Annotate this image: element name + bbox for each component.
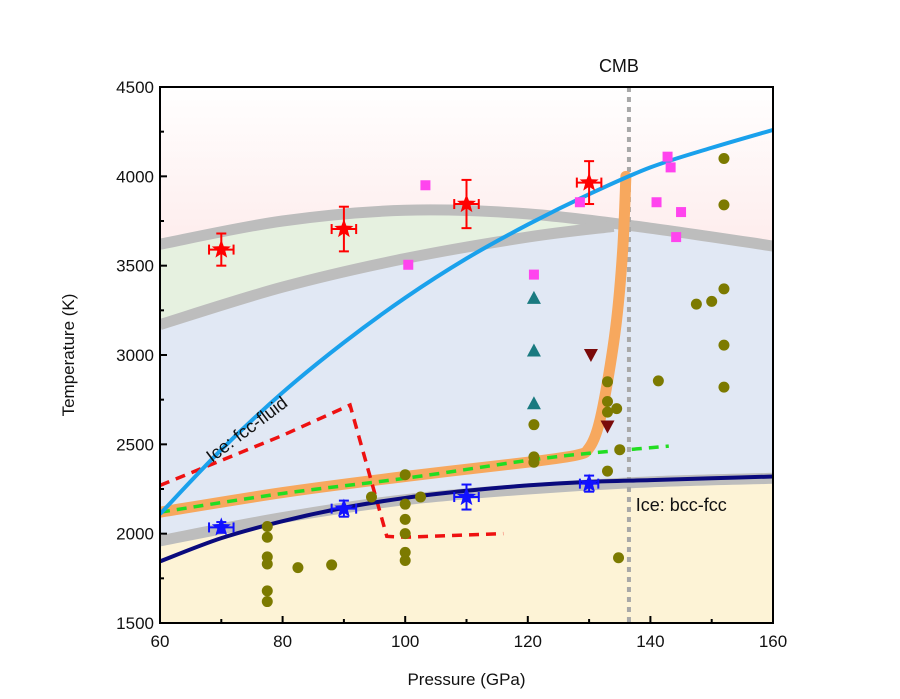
x-axis-title: Pressure (GPa) (407, 670, 525, 689)
circle-marker (399, 498, 411, 510)
square-marker (403, 259, 414, 270)
y-tick-label: 1500 (116, 614, 154, 633)
data-markers (208, 151, 730, 608)
triangle-up-marker (526, 290, 541, 304)
green-dashed-line (160, 444, 669, 514)
plot-area (160, 87, 773, 623)
circle-marker (399, 554, 411, 566)
triangle-up-marker (526, 343, 541, 357)
circle-marker (611, 403, 623, 415)
x-tick-label: 100 (391, 632, 419, 651)
phase-regions (160, 87, 773, 623)
star-marker (456, 194, 477, 213)
circle-marker (601, 406, 613, 418)
x-tick-label: 160 (759, 632, 787, 651)
y-axis-title: Temperature (K) (59, 294, 78, 417)
y-tick-label: 4000 (116, 167, 154, 186)
square-marker (665, 162, 676, 173)
bcc-fcc-label: Ice: bcc-fcc (636, 495, 727, 515)
square-marker (676, 207, 687, 218)
circle-marker (613, 552, 625, 564)
square-marker (574, 197, 585, 208)
star-marker (211, 517, 231, 536)
star-marker (334, 498, 354, 517)
y-tick-label: 3000 (116, 346, 154, 365)
x-tick-label: 140 (636, 632, 664, 651)
circle-marker (718, 339, 730, 351)
gray-band-lower (160, 220, 615, 330)
square-marker (651, 197, 662, 208)
square-marker (528, 269, 539, 280)
circle-marker (718, 283, 730, 295)
circle-marker (399, 513, 411, 525)
y-tick-label: 2500 (116, 435, 154, 454)
cmb-label: CMB (599, 56, 639, 76)
x-tick-label: 120 (514, 632, 542, 651)
circle-marker (261, 558, 273, 570)
circle-marker (399, 528, 411, 540)
star-marker (579, 473, 599, 492)
star-marker (334, 219, 354, 238)
circle-marker (690, 298, 702, 310)
circle-marker (718, 381, 730, 393)
x-tick-label: 60 (151, 632, 170, 651)
square-marker (662, 151, 673, 162)
olive-circles-series (261, 152, 730, 608)
fcc-fluid-line (160, 127, 773, 516)
circle-marker (601, 465, 613, 477)
square-marker (671, 232, 682, 243)
triangle-down-marker (600, 420, 615, 434)
y-tick-label: 3500 (116, 257, 154, 276)
circle-marker (399, 469, 411, 481)
red-stars-series (208, 160, 603, 267)
triangle-up-marker (526, 396, 541, 410)
circle-marker (261, 531, 273, 543)
circle-marker (261, 521, 273, 533)
circle-marker (614, 444, 626, 456)
circle-marker (706, 295, 718, 307)
circle-marker (326, 559, 338, 571)
circle-marker (261, 585, 273, 597)
teal-triangles-series (526, 290, 541, 410)
square-marker (420, 180, 431, 191)
magenta-squares-series (403, 151, 687, 280)
red-dashed-line (160, 402, 504, 539)
circle-marker (399, 546, 411, 558)
circle-marker (415, 491, 427, 503)
circle-marker (718, 199, 730, 211)
circle-marker (528, 456, 540, 468)
star-marker (211, 239, 231, 258)
axes: 60 80 100 120 140 160 1500 2000 2500 3000 3500 4000… (116, 78, 787, 651)
circle-marker (601, 376, 613, 388)
star-marker (579, 172, 599, 191)
circle-marker (528, 419, 540, 431)
y-tick-label: 4500 (116, 78, 154, 97)
circle-marker (652, 375, 664, 387)
triangle-down-marker (583, 349, 598, 362)
circle-marker (601, 395, 613, 407)
maroon-triangles-series (583, 349, 615, 434)
star-marker (456, 487, 477, 506)
circle-marker (365, 491, 377, 503)
x-tick-label: 80 (273, 632, 292, 651)
blue-stars-series (208, 473, 600, 536)
circle-marker (292, 562, 304, 574)
green-region (160, 209, 651, 325)
y-tick-label: 2000 (116, 525, 154, 544)
circle-marker (261, 596, 273, 608)
circle-marker (718, 152, 730, 164)
